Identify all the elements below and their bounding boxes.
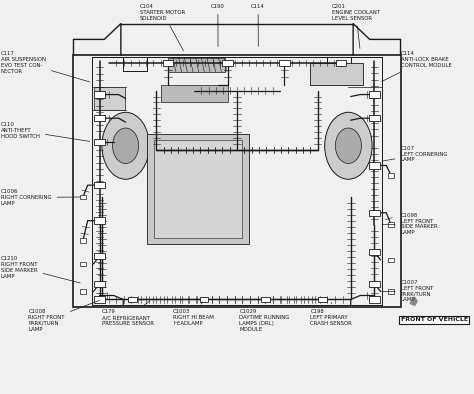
Bar: [80, 262, 86, 266]
Text: C110
ANTI-THEFT
HOOD SWITCH: C110 ANTI-THEFT HOOD SWITCH: [1, 122, 90, 141]
Bar: [147, 134, 249, 244]
Text: C1003
RIGHT HI BEAM
HEADLAMP: C1003 RIGHT HI BEAM HEADLAMP: [173, 302, 214, 326]
Text: C198
LEFT PRIMARY
CRASH SENSOR: C198 LEFT PRIMARY CRASH SENSOR: [310, 302, 352, 326]
Bar: [94, 281, 105, 287]
Bar: [318, 297, 327, 302]
Bar: [388, 289, 394, 294]
Text: C117
AIR SUSPENSION
EVO TEST CON-
NECTOR: C117 AIR SUSPENSION EVO TEST CON- NECTOR: [1, 51, 90, 82]
Text: C114: C114: [251, 4, 265, 46]
Bar: [200, 297, 208, 302]
Bar: [94, 296, 105, 303]
Bar: [94, 182, 105, 188]
Bar: [388, 258, 394, 262]
Bar: [94, 253, 105, 259]
Bar: [369, 249, 380, 255]
Bar: [94, 91, 105, 98]
Bar: [336, 60, 346, 66]
Bar: [94, 87, 125, 110]
Text: C201
ENGINE COOLANT
LEVEL SENSOR: C201 ENGINE COOLANT LEVEL SENSOR: [332, 4, 380, 48]
Bar: [163, 60, 173, 66]
Bar: [128, 297, 137, 302]
Bar: [80, 289, 86, 294]
Text: C1210
RIGHT FRONT
SIDE MARKER
LAMP: C1210 RIGHT FRONT SIDE MARKER LAMP: [1, 256, 80, 283]
Bar: [222, 60, 233, 66]
Bar: [369, 210, 380, 216]
Bar: [94, 139, 105, 145]
Text: FRONT OF VEHICLE: FRONT OF VEHICLE: [401, 317, 468, 322]
Text: C1098
LEFT FRONT
SIDE MARKER
LAMP: C1098 LEFT FRONT SIDE MARKER LAMP: [382, 213, 438, 235]
Bar: [168, 58, 225, 72]
Text: C114
ANTI-LOCK BRAKE
CONTROL MODULE: C114 ANTI-LOCK BRAKE CONTROL MODULE: [382, 51, 451, 82]
Ellipse shape: [325, 112, 372, 179]
Polygon shape: [410, 297, 417, 305]
Bar: [94, 115, 105, 121]
Bar: [94, 217, 105, 224]
Bar: [369, 296, 380, 303]
Bar: [369, 162, 380, 169]
Text: C1007
LEFT FRONT
PARK/TURN
LAMP: C1007 LEFT FRONT PARK/TURN LAMP: [382, 280, 433, 302]
Text: C104
STARTER MOTOR
SOLENOID: C104 STARTER MOTOR SOLENOID: [140, 4, 185, 51]
Bar: [369, 115, 380, 121]
Bar: [161, 85, 228, 102]
Bar: [369, 281, 380, 287]
Bar: [310, 63, 363, 85]
Text: C107
LEFT CORNERING
LAMP: C107 LEFT CORNERING LAMP: [382, 146, 447, 162]
Text: C190: C190: [211, 4, 225, 46]
Text: C1006
RIGHT CORNERING
LAMP: C1006 RIGHT CORNERING LAMP: [1, 189, 80, 206]
Ellipse shape: [335, 128, 361, 164]
Bar: [154, 140, 242, 238]
Bar: [80, 195, 86, 199]
Bar: [388, 222, 394, 227]
Text: C1008
RIGHT FRONT
PARK/TURN
LAMP: C1008 RIGHT FRONT PARK/TURN LAMP: [28, 301, 100, 332]
Bar: [279, 60, 290, 66]
Ellipse shape: [102, 112, 149, 179]
Ellipse shape: [112, 128, 138, 164]
Bar: [80, 238, 86, 243]
Bar: [369, 91, 380, 98]
Bar: [388, 173, 394, 178]
Text: C179
A/C REFRIGERANT
PRESSURE SENSOR: C179 A/C REFRIGERANT PRESSURE SENSOR: [102, 301, 154, 326]
Text: C1029
DAYTIME RUNNING
LAMPS (DRL)
MODULE: C1029 DAYTIME RUNNING LAMPS (DRL) MODULE: [239, 302, 290, 332]
Bar: [261, 297, 270, 302]
